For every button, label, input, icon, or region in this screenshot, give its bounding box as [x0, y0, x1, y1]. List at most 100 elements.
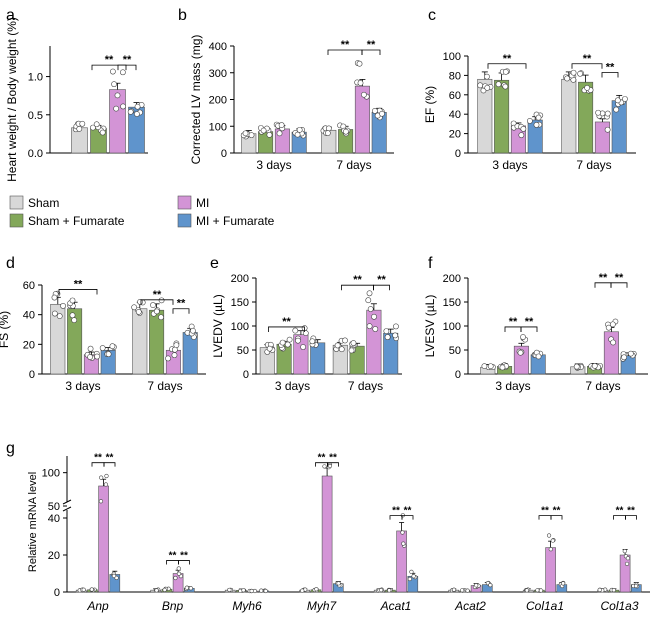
data-point — [165, 355, 171, 362]
data-point — [158, 297, 165, 304]
data-point — [111, 573, 117, 578]
data-point — [379, 110, 385, 117]
data-point — [365, 297, 372, 304]
data-point — [93, 121, 100, 128]
data-point — [367, 306, 374, 312]
data-point — [371, 313, 377, 320]
panel-letter-c: c — [428, 7, 436, 24]
data-point — [538, 588, 544, 593]
data-point — [605, 324, 612, 331]
panel-f: f 0 50 100 150 200 LVESV (µL) 3 days 7 days ** ** *… — [423, 255, 648, 393]
significance-bracket — [601, 72, 619, 78]
panel-letter-f: f — [428, 255, 433, 272]
data-point — [524, 588, 529, 593]
data-point — [597, 587, 602, 593]
significance-bracket — [58, 289, 98, 295]
data-point — [384, 334, 391, 340]
data-point — [56, 313, 63, 319]
significance-label: ** — [180, 551, 188, 562]
data-point — [69, 297, 76, 304]
data-point — [69, 312, 76, 319]
legend-label-sham: Sham — [28, 196, 59, 210]
panel-e: e 0 50 100 150 200 LVEDV (µL) 3 days 7 days ** ** *… — [210, 255, 402, 393]
y-tick-label: 0.0 — [28, 148, 43, 160]
data-point — [627, 350, 634, 357]
x-tick-label: Acat2 — [454, 599, 486, 613]
data-point — [595, 109, 602, 116]
y-tick-label: 50 — [449, 345, 461, 357]
data-point — [325, 125, 332, 132]
data-point — [314, 587, 319, 592]
data-point — [184, 585, 189, 590]
y-tick-label: 80 — [449, 70, 461, 82]
y-tick-label: 200 — [443, 273, 461, 285]
data-point — [302, 330, 309, 337]
significance-label: ** — [329, 453, 337, 464]
x-tick-label: 7 days — [336, 158, 371, 172]
x-tick-label: 3 days — [495, 379, 530, 393]
significance-label: ** — [367, 39, 376, 51]
y-axis-label: LVEDV (µL) — [211, 294, 225, 357]
data-point — [561, 581, 566, 586]
data-point — [614, 97, 621, 104]
data-point — [292, 327, 299, 334]
data-point — [400, 530, 405, 535]
significance-label: ** — [616, 506, 624, 517]
data-point — [577, 70, 584, 77]
x-tick-label: 3 days — [256, 158, 291, 172]
y-tick-label: 40 — [23, 310, 35, 322]
legend-swatch-sham — [9, 195, 24, 210]
data-point — [459, 588, 465, 593]
significance-label: ** — [341, 39, 350, 51]
y-tick-label: 60 — [449, 90, 461, 102]
data-point — [76, 125, 83, 132]
data-point — [242, 130, 249, 137]
data-point — [127, 108, 134, 115]
data-point — [71, 317, 78, 324]
significance-label: ** — [74, 278, 83, 290]
significance-label: ** — [553, 506, 561, 517]
data-point — [546, 533, 552, 538]
data-point — [336, 581, 341, 586]
data-point — [171, 346, 178, 353]
data-point — [342, 337, 348, 344]
data-point — [465, 588, 470, 593]
data-point — [113, 105, 120, 112]
significance-bracket — [268, 326, 305, 332]
y-tick-label: 20 — [23, 339, 35, 351]
significance-bracket — [487, 63, 527, 69]
data-point — [109, 343, 116, 350]
data-point — [134, 111, 140, 117]
significance-bracket — [140, 299, 174, 305]
data-point — [286, 336, 293, 343]
data-point — [584, 84, 591, 91]
data-point — [176, 571, 182, 576]
data-point — [487, 363, 494, 370]
data-point — [474, 583, 479, 588]
data-point — [348, 347, 355, 354]
y-tick-label: 0 — [455, 148, 461, 160]
y-tick-label: 300 — [209, 68, 227, 80]
data-point — [111, 81, 117, 88]
y-tick-label: 20 — [48, 550, 60, 562]
significance-bracket — [91, 64, 127, 71]
data-point — [260, 127, 267, 134]
data-point — [570, 69, 577, 76]
bar-mi — [545, 547, 556, 593]
panel-letter-e: e — [210, 255, 219, 272]
axis-break — [62, 506, 72, 512]
y-tick-label: 100 — [443, 51, 461, 63]
data-point — [131, 304, 138, 311]
significance-label: ** — [509, 316, 518, 328]
data-point — [533, 122, 540, 128]
x-tick-label: 7 days — [147, 379, 182, 393]
data-point — [89, 587, 94, 592]
x-tick-label: Myh7 — [307, 599, 338, 613]
data-point — [484, 84, 491, 91]
y-tick-label: 0 — [221, 148, 227, 160]
data-point — [322, 464, 327, 469]
significance-label: ** — [525, 316, 534, 328]
bar-sham — [561, 78, 577, 154]
data-point — [173, 575, 178, 581]
